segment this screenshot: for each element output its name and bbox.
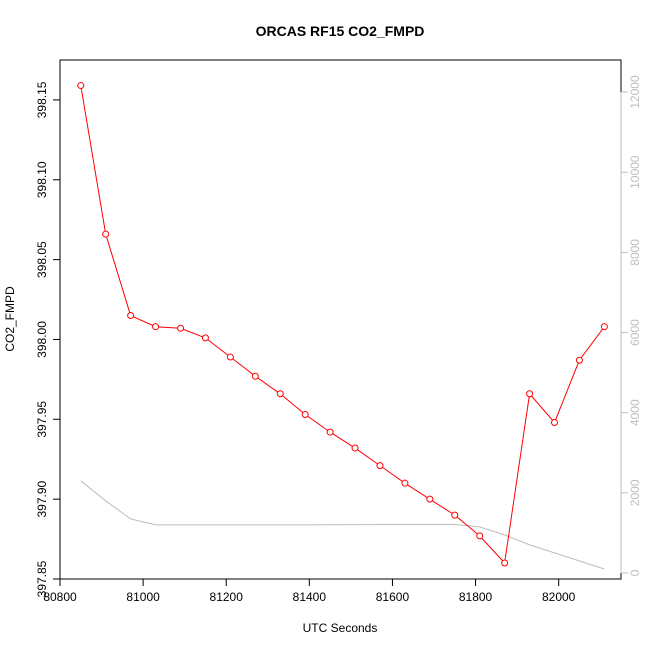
data-point	[77, 82, 85, 90]
x-tick-label: 81800	[459, 590, 493, 604]
y-axis-right: 0 2000 4000 6000 8000 10000 12000	[620, 75, 642, 576]
y-tick-label: 397.85	[35, 560, 49, 597]
y-tick-label: 397.95	[35, 401, 49, 438]
y-tick-label: 397.90	[35, 480, 49, 517]
y2-tick-label: 10000	[628, 155, 642, 189]
data-point	[152, 323, 160, 331]
data-point	[102, 230, 110, 238]
data-point	[201, 334, 209, 342]
data-point	[127, 312, 135, 320]
data-point	[575, 356, 583, 364]
x-axis: 80800 81000 81200 81400 81600 81800 82000	[43, 578, 576, 604]
y2-tick-label: 6000	[628, 319, 642, 346]
data-point	[451, 511, 459, 519]
y2-tick-label: 2000	[628, 479, 642, 506]
y-axis-left: 397.85 397.90 397.95 398.00 398.05 398.10 398.…	[35, 81, 61, 597]
x-tick-label: 82000	[542, 590, 576, 604]
data-point	[501, 559, 509, 567]
altitude-line	[80, 480, 605, 570]
y-tick-label: 398.15	[35, 81, 49, 118]
data-point	[351, 444, 359, 452]
data-point	[226, 353, 234, 361]
x-tick-label: 81400	[293, 590, 327, 604]
y-tick-label: 398.10	[35, 161, 49, 198]
y2-tick-label: 0	[628, 569, 642, 576]
data-point	[401, 479, 409, 487]
co2-series-line	[80, 85, 605, 565]
series-layer	[77, 82, 608, 570]
y2-tick-label: 12000	[628, 75, 642, 109]
data-point	[251, 372, 259, 380]
x-tick-label: 81600	[376, 590, 410, 604]
data-point	[600, 323, 608, 331]
plot-frame	[59, 59, 622, 580]
data-point	[177, 324, 185, 332]
data-point	[276, 390, 284, 398]
data-point	[526, 390, 534, 398]
x-axis-label: UTC Seconds	[303, 621, 378, 635]
y2-tick-label: 4000	[628, 399, 642, 426]
chart-title: ORCAS RF15 CO2_FMPD	[256, 23, 425, 39]
data-point	[326, 428, 334, 436]
y2-tick-label: 8000	[628, 239, 642, 266]
data-point	[476, 532, 484, 540]
y-tick-label: 398.00	[35, 321, 49, 358]
data-point	[551, 419, 559, 427]
data-point	[301, 411, 309, 419]
y-axis-label: CO2_FMPD	[3, 286, 17, 352]
data-point	[376, 462, 384, 470]
y-tick-label: 398.05	[35, 241, 49, 278]
x-tick-label: 80800	[43, 590, 77, 604]
x-tick-label: 81200	[210, 590, 244, 604]
x-tick-label: 81000	[126, 590, 160, 604]
data-point	[426, 495, 434, 503]
